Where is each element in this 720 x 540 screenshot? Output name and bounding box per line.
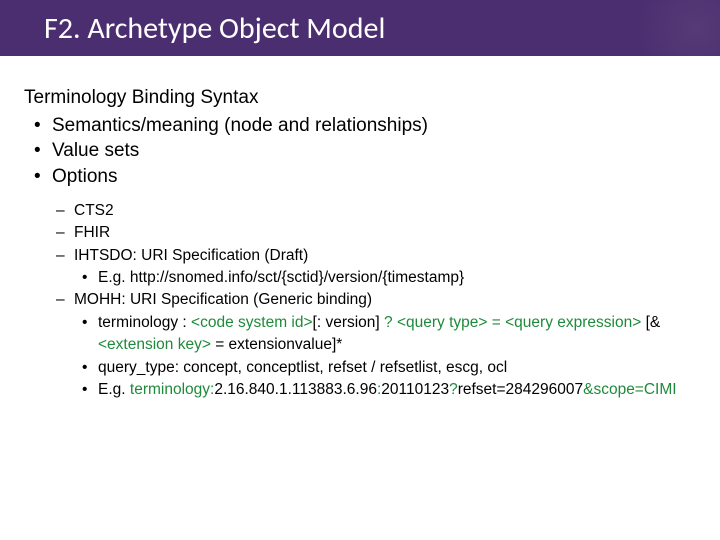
text-segment: = [487,314,505,331]
text-segment: <query type> [397,314,487,331]
text-segment: E.g. http://snomed.info/sct/{sctid}/vers… [98,269,464,286]
list-item: CTS2 [74,200,700,222]
bullet-list-l2: CTS2 FHIR IHTSDO: URI Specification (Draft… [24,200,700,402]
list-item: terminology : <code system id>[: version… [98,312,700,357]
text-segment: <extension key> [98,336,211,353]
list-item-label: IHTSDO: URI Specification (Draft) [74,247,308,264]
list-item-label: MOHH: URI Specification (Generic binding… [74,291,372,308]
text-segment: terminology : [98,314,191,331]
list-item: query_type: concept, conceptlist, refset… [98,357,700,379]
list-item: Value sets [52,138,700,164]
list-item: IHTSDO: URI Specification (Draft) E.g. ht… [74,245,700,290]
text-segment: <code system id> [191,314,312,331]
list-item: MOHH: URI Specification (Generic binding… [74,289,700,401]
lead-text: Terminology Binding Syntax [24,86,700,111]
list-item-label: FHIR [74,224,110,241]
text-segment: [& [641,314,664,331]
text-segment: refset=284296007 [458,381,583,398]
text-segment: ? [380,314,397,331]
text-segment: 2.16.840.1.113883.6.96 [214,381,377,398]
text-segment: &scope=CIMI [583,381,676,398]
text-segment: <query expression> [505,314,641,331]
list-item: FHIR [74,222,700,244]
text-segment: E.g. [98,381,130,398]
list-item: E.g. http://snomed.info/sct/{sctid}/vers… [98,267,700,289]
text-segment: [: version] [313,314,380,331]
slide-body: Terminology Binding Syntax Semantics/mea… [0,56,720,402]
bullet-list-l3: terminology : <code system id>[: version… [74,312,700,402]
bullet-list-l3: E.g. http://snomed.info/sct/{sctid}/vers… [74,267,700,289]
list-item-label: CTS2 [74,202,114,219]
list-item: E.g. terminology:2.16.840.1.113883.6.96:… [98,379,700,401]
text-segment: ? [449,381,458,398]
text-segment: = extensionvalue]* [211,336,342,353]
list-item: Options [52,164,700,190]
bullet-list-l1: Semantics/meaning (node and relationship… [24,113,700,190]
slide-title: F2. Archetype Object Model [44,10,385,47]
slide-header: F2. Archetype Object Model [0,0,720,56]
list-item: Semantics/meaning (node and relationship… [52,113,700,139]
text-segment: 20110123 [381,381,449,398]
text-segment: query_type: concept, conceptlist, refset… [98,359,507,376]
text-segment: terminology: [130,381,214,398]
